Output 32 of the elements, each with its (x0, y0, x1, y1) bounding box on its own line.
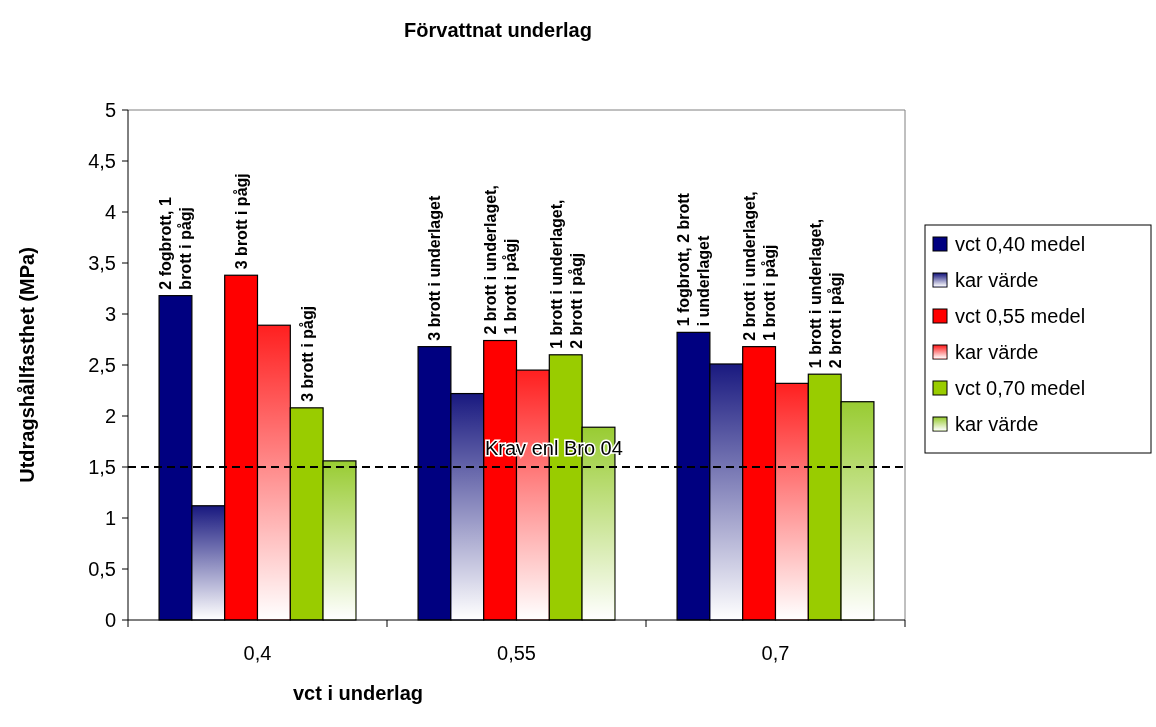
x-tick-label: 0,4 (243, 642, 272, 664)
y-tick-label: 3 (104, 303, 116, 325)
chart-title: Förvattnat underlag (404, 19, 592, 41)
y-tick-label: 0 (104, 609, 116, 631)
y-tick-label: 4 (104, 201, 116, 223)
annotation: 3 brott i underlaget (426, 195, 444, 341)
annotation: 3 brott i pågj (298, 305, 316, 402)
annotation: 3 brott i pågj (233, 173, 251, 270)
x-tick-label: 0,55 (497, 642, 536, 664)
annotation: 2 brott i underlaget, 1 brott i pågj (741, 191, 779, 341)
x-axis-title: vct i underlag (292, 682, 424, 704)
x-tick-label: 0,7 (761, 642, 790, 664)
legend-label: kar värde (955, 341, 1039, 363)
y-tick-label: 1 (104, 507, 116, 529)
annotation: 1 brott i underlaget, 2 brott i pågj (806, 218, 844, 369)
annotation: 1 brott i underlaget, 2 brott i pågj (547, 199, 585, 349)
legend-label: vct 0,70 medel (955, 377, 1086, 399)
legend-label: vct 0,55 medel (955, 305, 1086, 327)
y-tick-label: 4,5 (88, 150, 116, 172)
annotation: 2 fogbrott, 1 brott i pågj (157, 197, 195, 290)
y-axis-title: Utdragshållfasthet (MPa) (16, 247, 38, 483)
legend-label: kar värde (955, 269, 1039, 291)
y-tick-label: 1,5 (88, 456, 116, 478)
annotation: 1 fogbrott, 2 brott i underlaget (675, 192, 713, 327)
y-tick-label: 3,5 (88, 252, 116, 274)
y-tick-label: 2,5 (88, 354, 116, 376)
y-tick-label: 0,5 (88, 558, 116, 580)
annotation: 2 brott i underlaget, 1 brott i pågj (482, 185, 520, 335)
y-tick-label: 2 (104, 405, 116, 427)
legend-label: vct 0,40 medel (955, 233, 1086, 255)
y-tick-label: 5 (104, 99, 116, 121)
legend-label: kar värde (955, 413, 1039, 435)
